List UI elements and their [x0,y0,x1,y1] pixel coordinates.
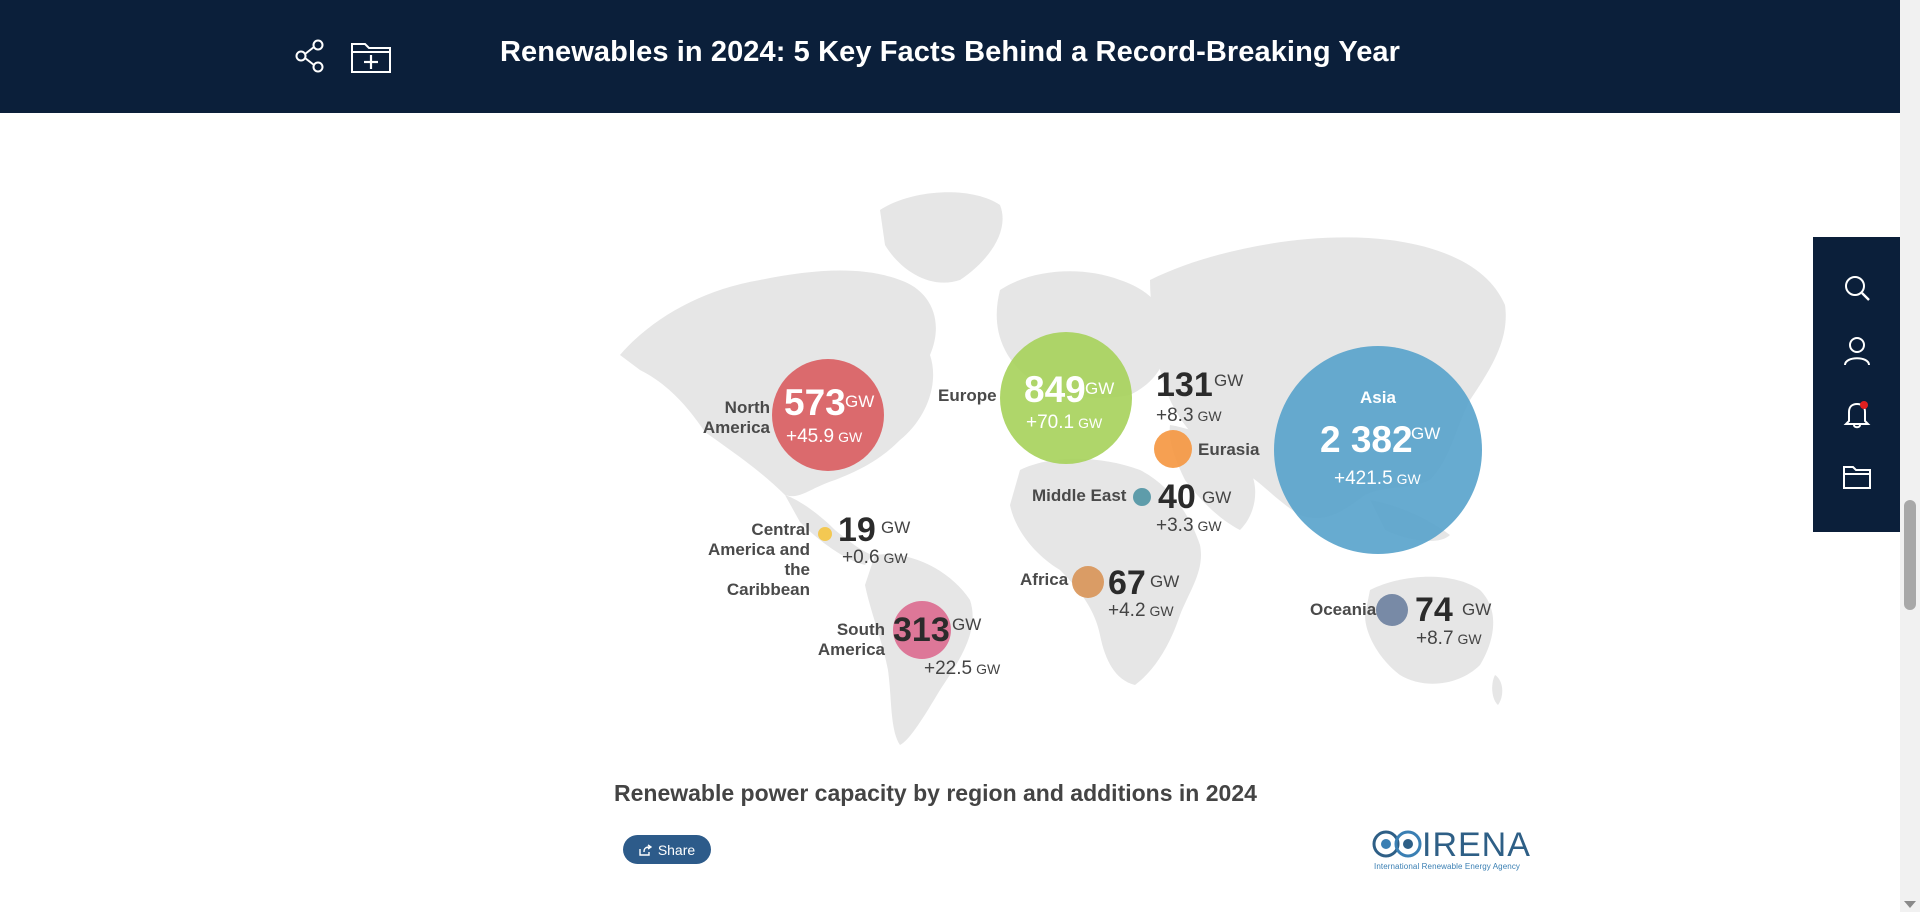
scrollbar-thumb[interactable] [1904,500,1916,610]
north-america-bubble[interactable] [772,359,884,471]
irena-logo-mark [1372,830,1422,858]
europe-unit: GW [1085,379,1115,398]
north-america-addition: +45.9 GW [786,426,863,447]
search-icon[interactable] [1813,257,1901,319]
asia-addition: +421.5 GW [1334,468,1421,489]
africa-unit: GW [1150,572,1180,591]
north-america-label: North America [702,398,770,437]
africa-addition: +4.2 GW [1108,600,1174,621]
irena-wordmark: IRENA [1422,826,1531,864]
oceania-bubble[interactable] [1376,594,1408,626]
world-map-background [620,192,1506,745]
oceania-unit: GW [1462,600,1492,619]
asia-unit: GW [1411,424,1441,443]
oceania-addition: +8.7 GW [1416,628,1482,649]
africa-label: Africa [1020,570,1069,589]
oceania-capacity: 74 [1415,591,1453,629]
north-america-unit: GW [845,392,875,411]
share-arrow-icon [639,843,652,856]
middle-east-unit: GW [1202,488,1232,507]
middle-east-addition: +3.3 GW [1156,515,1222,536]
folder-plus-icon[interactable] [349,34,393,78]
south-america-label: South America [817,620,885,659]
middle-east-bubble[interactable] [1133,488,1151,506]
irena-logo: IRENA International Renewable Energy Age… [1372,826,1532,872]
eurasia-label: Eurasia [1198,440,1260,459]
middle-east-capacity: 40 [1158,478,1196,516]
share-button[interactable]: Share [623,835,711,864]
eurasia-unit: GW [1214,371,1244,390]
europe-bubble[interactable] [1000,332,1132,464]
right-sidebar [1813,237,1901,532]
capacity-map: North America 573 GW +45.9 GW Europe 849 G… [610,170,1510,750]
central-america-label: Central America and the Caribbean [707,520,810,599]
page-scrollbar[interactable] [1900,0,1920,912]
central-america-capacity: 19 [838,511,876,549]
body-text-fragment [614,904,1514,912]
folder-icon[interactable] [1813,446,1901,508]
asia-label: Asia [1360,388,1396,407]
map-caption: Renewable power capacity by region and a… [614,780,1257,806]
europe-label: Europe [938,386,997,405]
europe-addition: +70.1 GW [1026,412,1103,433]
south-america-unit: GW [952,615,982,634]
asia-bubble[interactable] [1274,346,1482,554]
south-america-capacity: 313 [893,611,950,649]
oceania-label: Oceania [1310,600,1377,619]
page-title: Renewables in 2024: 5 Key Facts Behind a… [499,36,1401,68]
central-america-unit: GW [881,518,911,537]
share-icon[interactable] [288,34,332,78]
africa-bubble[interactable] [1072,566,1104,598]
scroll-down-arrow[interactable] [1904,901,1916,908]
asia-capacity: 2 382 [1320,419,1413,460]
header-bar: Renewables in 2024: 5 Key Facts Behind a… [0,0,1900,113]
eurasia-capacity: 131 [1156,366,1213,404]
south-america-addition: +22.5 GW [924,658,1001,679]
irena-subtitle: International Renewable Energy Agency [1374,862,1521,871]
bell-icon[interactable] [1813,383,1901,445]
middle-east-label: Middle East [1032,486,1127,505]
north-america-capacity: 573 [784,382,846,423]
central-america-bubble[interactable] [818,527,832,541]
eurasia-addition: +8.3 GW [1156,405,1222,426]
user-icon[interactable] [1813,320,1901,382]
europe-capacity: 849 [1024,369,1086,410]
south-america-bubble[interactable] [893,601,951,659]
eurasia-bubble[interactable] [1154,430,1192,468]
central-america-addition: +0.6 GW [842,547,908,568]
africa-capacity: 67 [1108,564,1146,602]
